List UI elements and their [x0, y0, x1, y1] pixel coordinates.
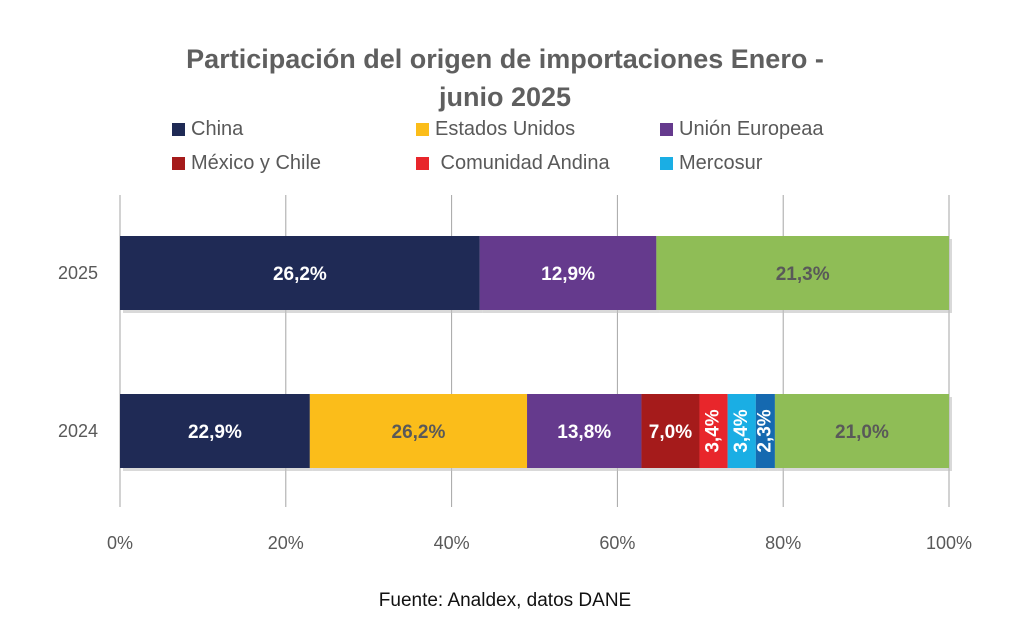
- legend-label: China: [191, 118, 244, 140]
- data-label: 13,8%: [557, 422, 611, 443]
- legend-item-estados-unidos: Estados Unidos: [416, 118, 575, 141]
- bar-segment: [727, 394, 756, 468]
- legend-swatch: [660, 123, 673, 136]
- bar-segment: [774, 394, 949, 468]
- bar-segment: [755, 394, 775, 468]
- y-category-label: 2025: [58, 263, 98, 283]
- legend-swatch: [416, 123, 429, 136]
- x-tick-label: 20%: [268, 533, 304, 553]
- source-note: Fuente: Analdex, datos DANE: [378, 590, 632, 611]
- legend-item-union-europea: Unión Europeaa: [660, 118, 824, 141]
- legend-swatch: [172, 123, 185, 136]
- legend-label: Mercosur: [679, 152, 763, 174]
- chart-title-line-2: junio 2025: [438, 82, 572, 112]
- x-tick-label: 60%: [599, 533, 635, 553]
- bar-segment: [120, 394, 310, 468]
- chart-title-line-1: Participación del origen de importacione…: [186, 44, 824, 74]
- data-label: 22,9%: [188, 422, 242, 443]
- legend-label: Unión Europeaa: [679, 118, 824, 140]
- data-label: 7,0%: [649, 422, 692, 443]
- legend-swatch: [416, 157, 429, 170]
- legend-label: México y Chile: [191, 152, 322, 174]
- bar-segment: [120, 236, 480, 310]
- bar-segment: [641, 394, 700, 468]
- data-label: 26,2%: [392, 422, 446, 443]
- data-label: 12,9%: [541, 264, 595, 285]
- data-label: 2,3%: [754, 409, 775, 452]
- x-tick-label: 0%: [107, 533, 133, 553]
- bar-segment: [527, 394, 642, 468]
- x-tick-label: 40%: [434, 533, 470, 553]
- legend-label: Estados Unidos: [435, 118, 576, 140]
- bar-segment: [699, 394, 728, 468]
- legend-item-mercosur: Mercosur: [660, 152, 762, 175]
- bar-segment: [479, 236, 657, 310]
- legend-item-china: China: [172, 118, 243, 141]
- legend-label: Comunidad Andina: [435, 152, 610, 174]
- data-label: 21,3%: [776, 264, 830, 285]
- data-label: 3,4%: [731, 409, 752, 452]
- data-label: 3,4%: [703, 409, 724, 452]
- x-tick-label: 100%: [926, 533, 972, 553]
- data-label: 26,2%: [273, 264, 327, 285]
- legend-item-mexico-chile: México y Chile: [172, 152, 321, 175]
- bar-segment: [309, 394, 528, 468]
- data-label: 21,0%: [835, 422, 889, 443]
- y-category-label: 2024: [58, 421, 98, 441]
- legend-swatch: [660, 157, 673, 170]
- x-tick-label: 80%: [765, 533, 801, 553]
- bar-segment: [656, 236, 949, 310]
- legend-swatch: [172, 157, 185, 170]
- legend-item-comunidad-andina: Comunidad Andina: [416, 152, 610, 175]
